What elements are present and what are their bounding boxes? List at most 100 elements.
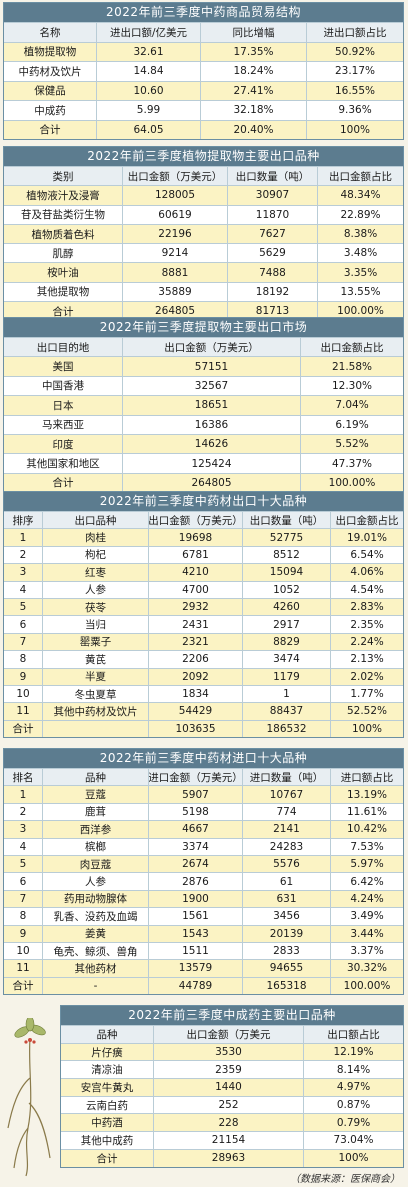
table-cell: 11.61% (330, 803, 403, 821)
table-row: 合计 -44789 165318 100.00% (4, 976, 403, 995)
table-cell: 60619 (122, 205, 227, 224)
table-row: 1 豆蔻 5907 10767 13.19% (4, 785, 403, 803)
table-cell: 9.36% (306, 101, 403, 120)
table-cell: 3.37% (330, 942, 403, 960)
column-header: 出口金额（万美元） (122, 167, 227, 186)
table-cell: 11870 (227, 205, 317, 224)
table-cell: 7.04% (300, 396, 403, 415)
table-cell: 7627 (227, 224, 317, 244)
table-cell: 肉豆蔻 (42, 855, 148, 873)
table-cell: 128005 (122, 186, 227, 205)
herb-import-top10-table: 2022年前三季度中药材进口十大品种 排名 品种 进口金额（万美元） 进口数量（吨）进… (3, 748, 404, 996)
table-cell: 7488 (227, 263, 317, 282)
table-header-row: 品种 出口金额（万美元 出口额占比 (61, 1025, 403, 1043)
table-row: 合计 264805 81713 100.00% (4, 301, 403, 321)
table-cell: 54429 (148, 703, 242, 720)
table-title: 2022年前三季度中药材进口十大品种 (4, 749, 403, 768)
table-cell: 20.40% (200, 120, 306, 139)
table-cell: 2431 (148, 616, 242, 633)
table-cell: 清凉油 (91, 1064, 123, 1077)
table-cell: 16.55% (306, 81, 403, 100)
table-row: 11 其他中药材及饮片 54429 88437 52.52% (4, 702, 403, 720)
table-cell: 19698 (148, 529, 242, 546)
table-cell: 8 (19, 653, 27, 666)
table-cell: 13.55% (317, 282, 403, 302)
table-row: 8 黄芪 2206 3474 2.13% (4, 650, 403, 668)
table-cell: 合计 (52, 477, 74, 490)
table-cell: 2.02% (330, 668, 403, 685)
column-header: 出口金额占比 (317, 167, 403, 186)
table-header-row: 名称 进出口额/亿美元 同比增幅 进出口额占比 (4, 22, 403, 42)
table-cell: 28963 (153, 1149, 303, 1167)
column-header: 进出口额占比 (306, 23, 403, 42)
table-cell: 5576 (242, 855, 330, 873)
table-row: 10 龟壳、鲸须、兽角 1511 2833 3.37% (4, 941, 403, 960)
table-cell: 73.04% (303, 1132, 403, 1149)
table-title: 2022年前三季度中药材出口十大品种 (4, 492, 403, 511)
table-row: 2 枸杞 6781 8512 6.54% (4, 545, 403, 564)
table-cell: 植物质着色料 (31, 228, 95, 241)
herb-export-top10-table: 2022年前三季度中药材出口十大品种 排序 出口品种 出口金额（万美元） 出口数量（吨… (3, 491, 404, 739)
column-header: 排名 (12, 771, 34, 784)
table-cell: 苷及苷盐类衍生物 (21, 209, 105, 222)
table-cell: 马来西亚 (42, 419, 84, 432)
table-cell: 5198 (148, 803, 242, 821)
table-row: 其他提取物 35889 18192 13.55% (4, 281, 403, 302)
table-cell: 94655 (242, 960, 330, 977)
table-cell: 100.00% (330, 977, 403, 995)
table-cell: 药用动物腺体 (42, 890, 148, 908)
table-title: 2022年前三季度植物提取物主要出口品种 (4, 147, 403, 166)
table-cell: 8.38% (317, 224, 403, 244)
table-row: 印度 14626 5.52% (4, 433, 403, 454)
table-cell: 10.60 (96, 81, 200, 100)
table-cell: 10 (16, 688, 30, 701)
table-cell: 槟榔 (42, 838, 148, 855)
table-cell: 24283 (242, 838, 330, 855)
table-row: 植物质着色料 22196 7627 8.38% (4, 223, 403, 244)
table-row: 8 乳香、没药及血竭 1561 3456 3.49% (4, 907, 403, 925)
table-cell: 1561 (148, 908, 242, 925)
table-cell: 5 (19, 858, 27, 871)
table-cell: 100.00% (317, 302, 403, 321)
table-cell: 64.05 (96, 120, 200, 139)
table-row: 6 人参 2876 61 6.42% (4, 872, 403, 890)
table-cell: 肌醇 (52, 247, 74, 260)
table-row: 7 药用动物腺体 1900 631 4.24% (4, 889, 403, 908)
table-cell: 264805 (122, 473, 300, 493)
table-row: 7 罂粟子 2321 8829 2.24% (4, 632, 403, 651)
table-cell: 22.89% (317, 205, 403, 224)
table-cell: 100.00% (300, 473, 403, 493)
table-row: 10 冬虫夏草 1834 1 1.77% (4, 684, 403, 703)
column-header: 进口数量（吨） (242, 769, 330, 786)
table-row: 植物液汁及浸膏 128005 30907 48.34% (4, 185, 403, 205)
table-row: 中药酒 228 0.79% (61, 1113, 403, 1132)
table-cell: 10 (16, 945, 30, 958)
table-cell: 12.30% (300, 376, 403, 396)
table-cell: 13579 (148, 960, 242, 977)
table-cell: 合计 (39, 124, 61, 137)
column-header: 品种 (96, 1028, 118, 1041)
table-cell: 11 (16, 705, 30, 718)
table-cell: 6.42% (330, 873, 403, 890)
table-cell: 9214 (122, 244, 227, 263)
table-cell: 2206 (148, 651, 242, 668)
table-row: 植物提取物 32.61 17.35% 50.92% (4, 41, 403, 61)
column-header: 出口金额（万美元 (153, 1026, 303, 1043)
table-row: 合计 103635 186532 100% (4, 719, 403, 738)
table-cell: 774 (242, 803, 330, 821)
table-cell: 合计 (12, 980, 34, 993)
table-cell: 3 (19, 823, 27, 836)
table-cell: 茯苓 (42, 598, 148, 616)
column-header: 同比增幅 (200, 23, 306, 42)
table-cell: 3.35% (317, 263, 403, 282)
table-cell: 2321 (148, 633, 242, 651)
table-cell: 61 (242, 873, 330, 890)
table-cell: 3 (19, 566, 27, 579)
table-header-row: 出口目的地 出口金额（万美元） 出口金额占比 (4, 337, 403, 357)
table-cell: 50.92% (306, 42, 403, 61)
table-cell: 44789 (148, 977, 242, 995)
table-cell: 100% (303, 1149, 403, 1167)
table-cell: 5.99 (96, 101, 200, 120)
table-cell: 4700 (148, 581, 242, 598)
table-cell: 18192 (227, 282, 317, 302)
